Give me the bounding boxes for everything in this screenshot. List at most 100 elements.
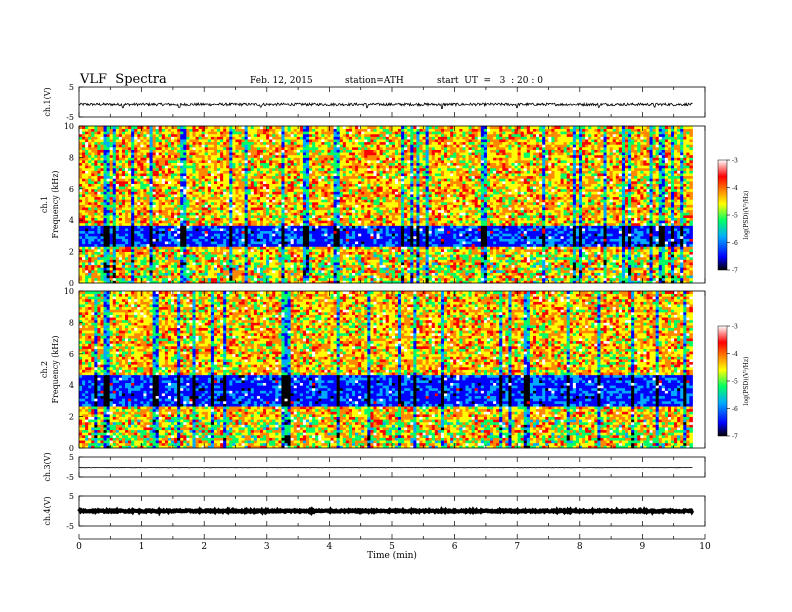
spectrogram-cell xyxy=(272,150,275,153)
spectrogram-cell xyxy=(294,163,297,166)
spectrogram-cell xyxy=(171,252,174,255)
spectrogram-cell xyxy=(211,252,214,255)
spectrogram-cell xyxy=(159,191,162,194)
spectrogram-cell xyxy=(211,155,214,158)
spectrogram-cell xyxy=(223,129,226,132)
spectrogram-cell xyxy=(263,241,266,244)
spectrogram-cell xyxy=(168,210,171,213)
spectrogram-cell xyxy=(156,160,159,163)
spectrogram-cell xyxy=(128,150,131,153)
spectrogram-cell xyxy=(159,231,162,234)
spectrogram-cell xyxy=(324,265,327,268)
spectrogram-cell xyxy=(229,202,232,205)
spectrogram-cell xyxy=(278,189,281,192)
spectrogram-cell xyxy=(226,267,229,270)
spectrogram-cell xyxy=(315,152,318,155)
spectrogram-cell xyxy=(205,239,208,242)
spectrogram-cell xyxy=(153,244,156,247)
spectrogram-cell xyxy=(91,181,94,184)
spectrogram-cell xyxy=(318,168,321,171)
spectrogram-cell xyxy=(205,257,208,260)
spectrogram-cell xyxy=(134,231,137,234)
spectrogram-cell xyxy=(300,197,303,200)
spectrogram-cell xyxy=(183,126,186,129)
spectrogram-cell xyxy=(110,170,113,173)
spectrogram-cell xyxy=(211,262,214,265)
spectrogram-cell xyxy=(245,152,248,155)
spectrogram-cell xyxy=(318,152,321,155)
spectrogram-cell xyxy=(303,252,306,255)
spectrogram-cell xyxy=(79,220,82,223)
spectrogram-cell xyxy=(214,186,217,189)
spectrogram-cell xyxy=(254,139,257,142)
spectrogram-cell xyxy=(156,134,159,137)
spectrogram-cell xyxy=(180,267,183,270)
spectrogram-cell xyxy=(312,231,315,234)
spectrogram-cell xyxy=(324,181,327,184)
spectrogram-cell xyxy=(180,249,183,252)
spectrogram-cell xyxy=(199,259,202,262)
spectrogram-cell xyxy=(272,176,275,179)
spectrogram-cell xyxy=(107,150,110,153)
spectrogram-cell xyxy=(183,215,186,218)
spectrogram-cell xyxy=(143,142,146,145)
spectrogram-cell xyxy=(171,129,174,132)
spectrogram-cell xyxy=(140,147,143,150)
spectrogram-cell xyxy=(226,178,229,181)
spectrogram-cell xyxy=(186,129,189,132)
spectrogram-cell xyxy=(251,142,254,145)
spectrogram-cell xyxy=(235,134,238,137)
spectrogram-cell xyxy=(156,210,159,213)
spectrogram-cell xyxy=(116,163,119,166)
spectrogram-cell xyxy=(100,257,103,260)
spectrogram-cell xyxy=(192,265,195,268)
spectrogram-cell xyxy=(97,210,100,213)
spectrogram-cell xyxy=(324,267,327,270)
spectrogram-cell xyxy=(266,139,269,142)
spectrogram-cell xyxy=(275,254,278,257)
spectrogram-cell xyxy=(100,184,103,187)
spectrogram-cell xyxy=(242,189,245,192)
spectrogram-cell xyxy=(242,207,245,210)
spectrogram-cell xyxy=(137,199,140,202)
spectrogram-cell xyxy=(110,207,113,210)
spectrogram-cell xyxy=(146,186,149,189)
spectrogram-cell xyxy=(315,160,318,163)
spectrogram-cell xyxy=(110,228,113,231)
spectrogram-cell xyxy=(116,152,119,155)
spectrogram-cell xyxy=(226,257,229,260)
spectrogram-cell xyxy=(199,275,202,278)
spectrogram-cell xyxy=(235,197,238,200)
spectrogram-cell xyxy=(312,157,315,160)
spectrogram-cell xyxy=(110,142,113,145)
spectrogram-cell xyxy=(116,142,119,145)
spectrogram-cell xyxy=(288,254,291,257)
spectrogram-cell xyxy=(229,270,232,273)
spectrogram-cell xyxy=(266,228,269,231)
spectrogram-cell xyxy=(226,136,229,139)
spectrogram-cell xyxy=(165,212,168,215)
spectrogram-cell xyxy=(303,233,306,236)
spectrogram-cell xyxy=(104,223,107,226)
spectrogram-cell xyxy=(242,155,245,158)
spectrogram-cell xyxy=(122,160,125,163)
spectrogram-cell xyxy=(321,197,324,200)
spectrogram-cell xyxy=(159,249,162,252)
spectrogram-cell xyxy=(177,170,180,173)
spectrogram-cell xyxy=(217,267,220,270)
spectrogram-cell xyxy=(205,126,208,129)
spectrogram-cell xyxy=(202,142,205,145)
spectrogram-cell xyxy=(168,186,171,189)
spectrogram-cell xyxy=(153,254,156,257)
spectrogram-cell xyxy=(189,155,192,158)
spectrogram-cell xyxy=(229,163,232,166)
spectrogram-cell xyxy=(134,147,137,150)
spectrogram-cell xyxy=(156,168,159,171)
spectrogram-cell xyxy=(88,176,91,179)
spectrogram-cell xyxy=(189,259,192,262)
spectrogram-cell xyxy=(220,186,223,189)
spectrogram-cell xyxy=(168,207,171,210)
spectrogram-cell xyxy=(275,168,278,171)
spectrogram-cell xyxy=(297,215,300,218)
spectrogram-cell xyxy=(100,199,103,202)
